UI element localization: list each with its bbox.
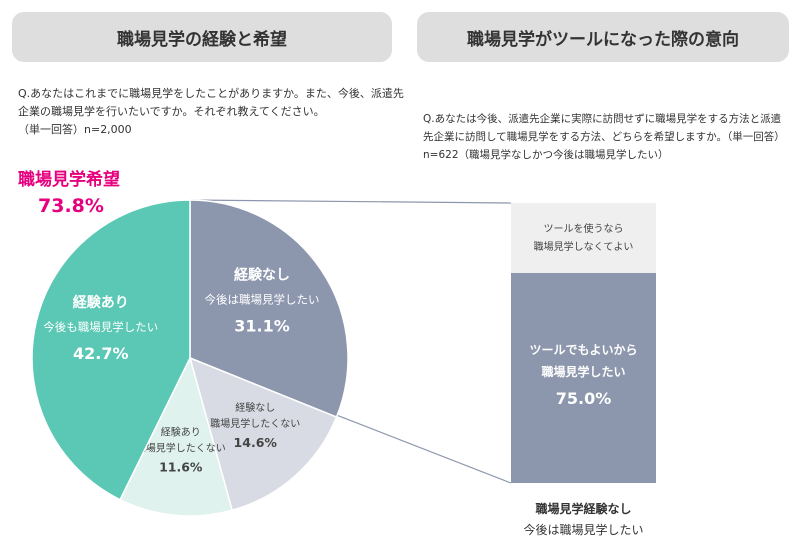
bar-segment-value-1: 75.0%	[556, 389, 612, 408]
connector-top	[189, 199, 512, 204]
pie-slice-value-0: 31.1%	[234, 316, 290, 335]
question-right-line1: Q.あなたは今後、派遣先企業に実際に訪問せずに職場見学をする方法と派遣	[423, 113, 782, 125]
hope-value: 73.8%	[38, 195, 104, 217]
bar-segment-1	[511, 273, 656, 483]
pie-slice-line2-3: 今後も職場見学したい	[43, 320, 158, 334]
question-right: Q.あなたは今後、派遣先企業に実際に訪問せずに職場見学をする方法と派遣 先企業に…	[423, 110, 793, 164]
pie-slice-3	[31, 199, 191, 501]
pie-slice-1	[188, 356, 338, 512]
pie-slice-value-2: 11.6%	[159, 460, 203, 475]
pie-slice-line1-0: 経験なし	[234, 266, 290, 283]
question-left-line2: 企業の職場見学を行いたいですか。それぞれ教えてください。	[18, 105, 325, 118]
pie-slice-line2-1: 職場見学したくない	[210, 417, 300, 430]
bar-segment-0	[511, 203, 656, 273]
pie-slice-line1-2: 経験あり	[161, 426, 201, 439]
pie-slice-2	[119, 355, 234, 517]
header-right: 職場見学がツールになった際の意向	[417, 12, 789, 62]
bar-segment-line2-1: 職場見学したい	[541, 364, 625, 379]
pie-slice-line2-0: 今後は職場見学したい	[205, 292, 320, 306]
bar-caption-normal: 今後は職場見学したい	[523, 523, 644, 537]
pie-slice-0	[189, 199, 349, 419]
hope-label: 職場見学希望	[18, 170, 120, 190]
question-left: Q.あなたはこれまでに職場見学をしたことがありますか。また、今後、派遣先 企業の…	[18, 85, 408, 139]
question-left-line1: Q.あなたはこれまでに職場見学をしたことがありますか。また、今後、派遣先	[18, 87, 404, 100]
pie-slice-line1-1: 経験なし	[235, 401, 275, 414]
pie-slice-value-3: 42.7%	[73, 344, 129, 363]
bar-segment-line1-0: ツールを使うなら	[544, 222, 624, 235]
bar-segment-line1-1: ツールでもよいから	[529, 343, 637, 357]
pie-slice-line2-2: 職場見学したくない	[136, 442, 226, 455]
pie-slice-value-1: 14.6%	[234, 435, 278, 450]
bar-caption-bold: 職場見学経験なし	[535, 502, 632, 516]
question-left-sub: （単一回答）n=2,000	[18, 123, 132, 136]
header-left: 職場見学の経験と希望	[12, 12, 392, 62]
question-right-line2: 先企業に訪問して職場見学をする方法、どちらを希望しますか。（単一回答）	[423, 131, 785, 143]
pie-slice-line1-3: 経験あり	[73, 294, 129, 311]
question-right-sub: n=622（職場見学なしかつ今後は職場見学したい）	[423, 149, 669, 161]
bar-segment-line2-0: 職場見学しなくてよい	[534, 240, 634, 253]
